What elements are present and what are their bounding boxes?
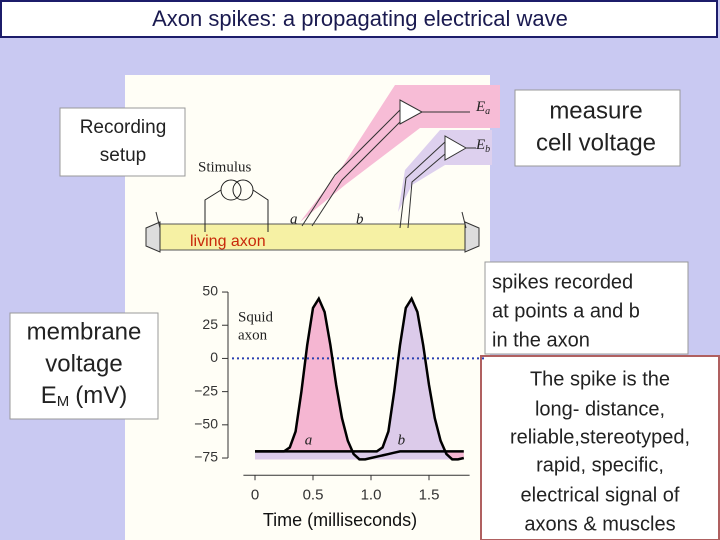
summary-text: axons & muscles — [524, 513, 675, 535]
x-tick-label: 0.5 — [303, 486, 324, 503]
point-label: a — [290, 211, 298, 227]
axon-clamp — [464, 221, 480, 253]
x-tick-label: 0 — [251, 486, 259, 503]
point-label: b — [356, 211, 364, 227]
y-tick-label: 25 — [202, 316, 218, 332]
clamp-wire — [461, 211, 467, 229]
amplifier — [444, 135, 468, 161]
summary-text: long- distance, — [535, 398, 665, 420]
recording-text: setup — [100, 145, 146, 166]
y-tick-label: −75 — [194, 449, 218, 465]
slide-title: Axon spikes: a propagating electrical wa… — [152, 6, 568, 31]
y-axis-label: membrane — [27, 318, 142, 345]
series-label: a — [305, 433, 313, 449]
measure-box — [514, 89, 681, 167]
spikes-text: in the axon — [492, 329, 590, 351]
spikes-text: spikes recorded — [492, 271, 633, 293]
spike-fill — [255, 298, 464, 460]
y-tick-label: −50 — [194, 416, 218, 432]
series-label: b — [398, 433, 406, 449]
title-bar — [0, 0, 718, 38]
amplifier — [399, 99, 424, 125]
plot: 50 25 0 −25 −50 −75 0 0.5 1.0 1.5 a b — [194, 283, 485, 503]
spikes-text: at points a and b — [492, 300, 640, 322]
y-tick-label: 0 — [210, 349, 218, 365]
electrode-wire — [301, 109, 401, 227]
axon-label: living axon — [190, 233, 266, 250]
electrode-b-band — [398, 130, 492, 212]
y-axis-label: EM (mV) — [41, 382, 128, 410]
x-axis-label: Time (milliseconds) — [263, 510, 417, 530]
y-tick-label: −25 — [194, 382, 218, 398]
summary-text: The spike is the — [530, 368, 670, 390]
electrode-label: Ea — [475, 99, 490, 117]
spike-line — [255, 296, 465, 461]
summary-text: rapid, specific, — [536, 454, 664, 476]
electrode-wire — [311, 121, 401, 227]
electrode-label: Eb — [475, 137, 490, 155]
recording-box — [59, 107, 186, 177]
measure-text: cell voltage — [536, 129, 656, 156]
y-axis-label: voltage — [45, 350, 122, 377]
clamp-wire — [155, 211, 161, 229]
recording-text: Recording — [80, 117, 167, 138]
summary-text: reliable,stereotyped, — [510, 426, 690, 448]
x-tick-label: 1.0 — [361, 486, 382, 503]
electrode-wire — [399, 141, 446, 229]
chart-annotation: axon — [238, 327, 268, 343]
spike-fill — [255, 298, 464, 460]
summary-box — [480, 355, 720, 540]
x-tick-label: 1.5 — [419, 486, 440, 503]
measure-text: measure — [549, 97, 642, 124]
ylabel-box — [9, 312, 159, 420]
electrode-wire — [407, 153, 446, 229]
stimulus-label: Stimulus — [198, 159, 252, 175]
stimulus-wire — [204, 189, 222, 232]
axon-clamp — [145, 221, 161, 253]
y-tick-label: 50 — [202, 283, 218, 299]
spikes-box — [484, 261, 689, 355]
spike-line — [255, 296, 464, 461]
summary-text: electrical signal of — [521, 484, 680, 506]
stimulus-wire — [252, 189, 269, 232]
chart-annotation: Squid — [238, 309, 274, 325]
electrode-a-band — [300, 85, 500, 222]
